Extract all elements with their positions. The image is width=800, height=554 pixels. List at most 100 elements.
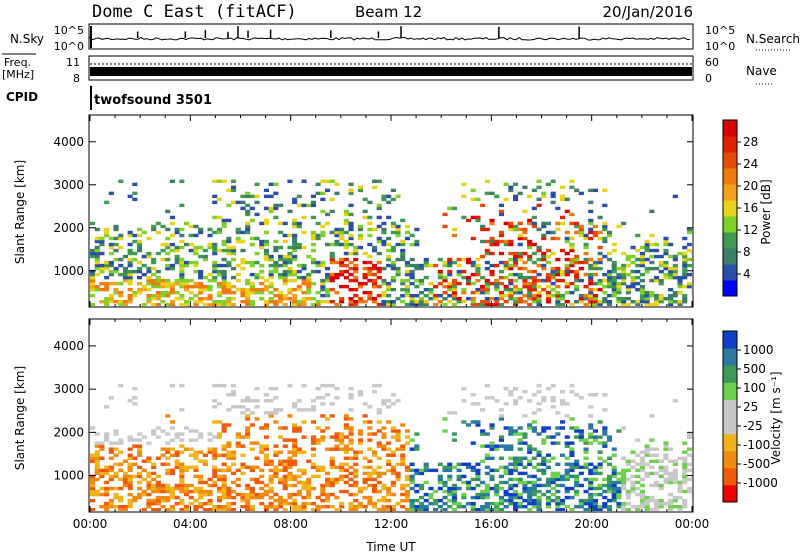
velocity-cell bbox=[607, 507, 613, 511]
power-cell bbox=[461, 194, 467, 199]
velocity-cell bbox=[630, 504, 636, 509]
power-cell bbox=[263, 248, 269, 253]
power-cell bbox=[221, 281, 227, 286]
power-cell bbox=[381, 302, 387, 306]
velocity-cell bbox=[165, 486, 171, 491]
power-cell bbox=[672, 263, 678, 268]
power-cell bbox=[658, 263, 664, 268]
velocity-cell bbox=[216, 477, 222, 482]
power-cell bbox=[541, 254, 547, 259]
power-cell bbox=[442, 263, 448, 268]
power-cell bbox=[639, 296, 645, 301]
power-cell bbox=[602, 224, 608, 229]
power-cell bbox=[169, 215, 175, 220]
nave-label: Nave bbox=[746, 64, 777, 78]
velocity-cell bbox=[278, 459, 284, 464]
power-cell bbox=[503, 221, 509, 226]
power-cell bbox=[583, 293, 589, 298]
power-cell bbox=[654, 242, 660, 247]
velocity-cell bbox=[160, 429, 166, 433]
power-cell bbox=[184, 221, 190, 226]
power-cell bbox=[602, 296, 608, 301]
velocity-cell bbox=[329, 383, 335, 388]
velocity-cell bbox=[212, 507, 218, 511]
power-cell bbox=[273, 287, 279, 292]
colorbar-segment bbox=[723, 184, 737, 201]
power-cell bbox=[367, 215, 373, 220]
velocity-cell bbox=[90, 492, 96, 497]
power-cell bbox=[339, 257, 345, 262]
power-cell bbox=[625, 287, 631, 292]
velocity-cell bbox=[249, 495, 255, 500]
velocity-cell bbox=[184, 468, 190, 473]
velocity-cell bbox=[541, 459, 547, 464]
velocity-cell bbox=[390, 465, 396, 470]
velocity-cell bbox=[560, 390, 566, 394]
velocity-cell bbox=[287, 471, 293, 476]
velocity-cell bbox=[343, 474, 349, 479]
power-cell bbox=[550, 194, 556, 199]
velocity-cell bbox=[301, 471, 307, 476]
power-cell bbox=[574, 287, 580, 292]
velocity-cell bbox=[259, 426, 265, 430]
velocity-cell bbox=[508, 432, 514, 436]
velocity-cell bbox=[132, 462, 138, 467]
velocity-cell bbox=[433, 468, 439, 473]
velocity-cell bbox=[461, 399, 467, 403]
power-cell bbox=[174, 245, 180, 250]
velocity-cell bbox=[414, 504, 420, 509]
velocity-cell bbox=[104, 480, 110, 485]
velocity-cell bbox=[475, 495, 481, 500]
velocity-cell bbox=[343, 435, 349, 439]
power-cell bbox=[287, 269, 293, 274]
power-cell bbox=[278, 254, 284, 259]
velocity-cell bbox=[174, 432, 180, 436]
power-cell bbox=[310, 200, 316, 205]
velocity-cell bbox=[329, 462, 335, 467]
power-cell bbox=[390, 248, 396, 253]
velocity-cell bbox=[522, 504, 528, 509]
power-cell bbox=[320, 224, 326, 229]
velocity-cell bbox=[315, 468, 321, 473]
power-cell bbox=[480, 284, 486, 289]
velocity-cell bbox=[292, 477, 298, 482]
colorbar-tick-label: -500 bbox=[743, 457, 770, 471]
power-cell bbox=[99, 269, 105, 274]
power-cell bbox=[343, 269, 349, 274]
power-cell bbox=[212, 200, 218, 205]
velocity-cell bbox=[329, 435, 335, 439]
power-cell bbox=[235, 287, 241, 292]
velocity-cell bbox=[480, 429, 486, 433]
velocity-cell bbox=[127, 456, 133, 460]
velocity-cell bbox=[155, 486, 161, 491]
velocity-cell bbox=[508, 429, 514, 433]
velocity-cell bbox=[498, 495, 504, 500]
velocity-cell bbox=[649, 498, 655, 503]
velocity-cell bbox=[583, 438, 589, 442]
velocity-cell bbox=[616, 471, 622, 476]
colorbar-tick-label: 16 bbox=[743, 201, 758, 215]
velocity-cell bbox=[273, 420, 279, 424]
power-cell bbox=[522, 284, 528, 289]
velocity-cell bbox=[226, 504, 232, 509]
velocity-cell bbox=[592, 477, 598, 482]
power-cell bbox=[339, 227, 345, 232]
power-cell bbox=[348, 302, 354, 306]
power-cell bbox=[240, 299, 246, 304]
power-cell bbox=[447, 284, 453, 289]
velocity-cell bbox=[193, 489, 199, 494]
velocity-cell bbox=[513, 492, 519, 497]
velocity-cell bbox=[592, 435, 598, 439]
power-cell bbox=[296, 263, 302, 268]
velocity-cell bbox=[607, 498, 613, 503]
power-cell bbox=[231, 290, 237, 295]
power-cell bbox=[254, 251, 260, 256]
power-cell bbox=[193, 245, 199, 250]
power-cell bbox=[301, 278, 307, 283]
power-cell bbox=[503, 197, 509, 202]
power-cell bbox=[578, 266, 584, 271]
power-cell bbox=[668, 299, 674, 304]
power-cell bbox=[122, 272, 128, 277]
power-cell bbox=[90, 248, 96, 253]
power-cell bbox=[198, 245, 204, 250]
